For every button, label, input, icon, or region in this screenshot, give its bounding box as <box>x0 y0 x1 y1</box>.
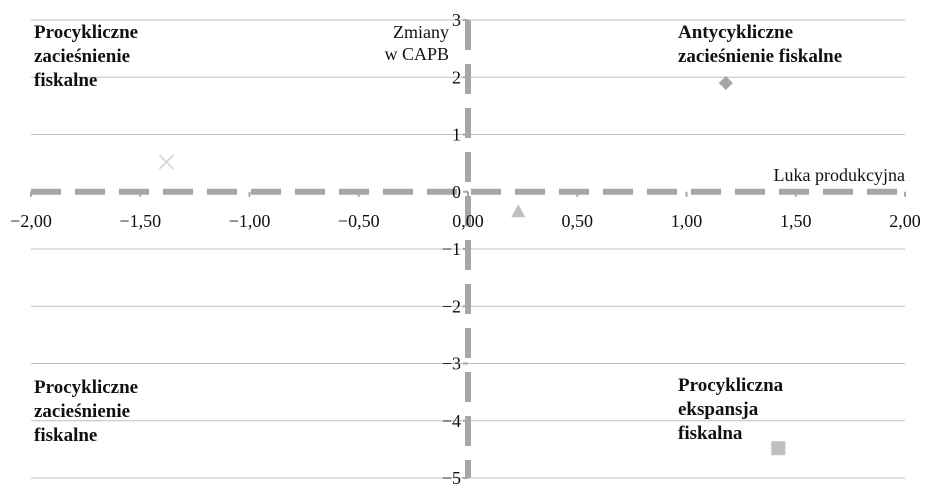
x-tick-label: 1,00 <box>671 211 703 231</box>
y-tick-label: 2 <box>452 67 461 87</box>
data-point-triangle <box>511 204 526 218</box>
quadrant-label-bottom-right: Procykliczna ekspansja fiskalna <box>678 375 784 444</box>
y-axis-title: Zmiany w CAPB <box>384 22 449 64</box>
y-tick-label: −3 <box>442 354 461 374</box>
x-tick-label: −1,00 <box>229 211 271 231</box>
data-points <box>158 75 786 456</box>
x-tick-label: 0,00 <box>452 211 484 231</box>
x-axis-title: Luka produkcyjna <box>773 165 905 185</box>
data-point-diamond <box>718 75 733 90</box>
x-tick-label: −0,50 <box>338 211 380 231</box>
x-marker-stroke <box>158 154 175 170</box>
y-tick-label: −2 <box>442 296 461 316</box>
y-tick-label: 1 <box>452 125 461 145</box>
y-tick-label: −1 <box>442 239 461 259</box>
y-tick-label: −4 <box>442 411 461 431</box>
y-tick-label: −5 <box>442 468 461 485</box>
y-tick-label: 3 <box>452 10 461 30</box>
tick-labels: −2,00 −1,50 −1,00 −0,50 0,00 0,50 1,00 1,50 2,00… <box>10 10 921 485</box>
x-tick-label: −2,00 <box>10 211 52 231</box>
quadrant-label-bottom-left: Procykliczne zacieśnienie fiskalne <box>34 377 139 446</box>
quadrant-label-top-left: Procykliczne zacieśnienie fiskalne <box>34 22 139 91</box>
x-tick-label: 1,50 <box>780 211 812 231</box>
data-point-x <box>158 154 175 170</box>
data-point-square <box>771 441 786 456</box>
y-tick-label: 0 <box>452 182 461 202</box>
x-tick-label: 2,00 <box>889 211 921 231</box>
x-tick-label: −1,50 <box>119 211 161 231</box>
quadrant-label-top-right: Antycykliczne zacieśnienie fiskalne <box>678 22 843 67</box>
x-tick-label: 0,50 <box>562 211 594 231</box>
